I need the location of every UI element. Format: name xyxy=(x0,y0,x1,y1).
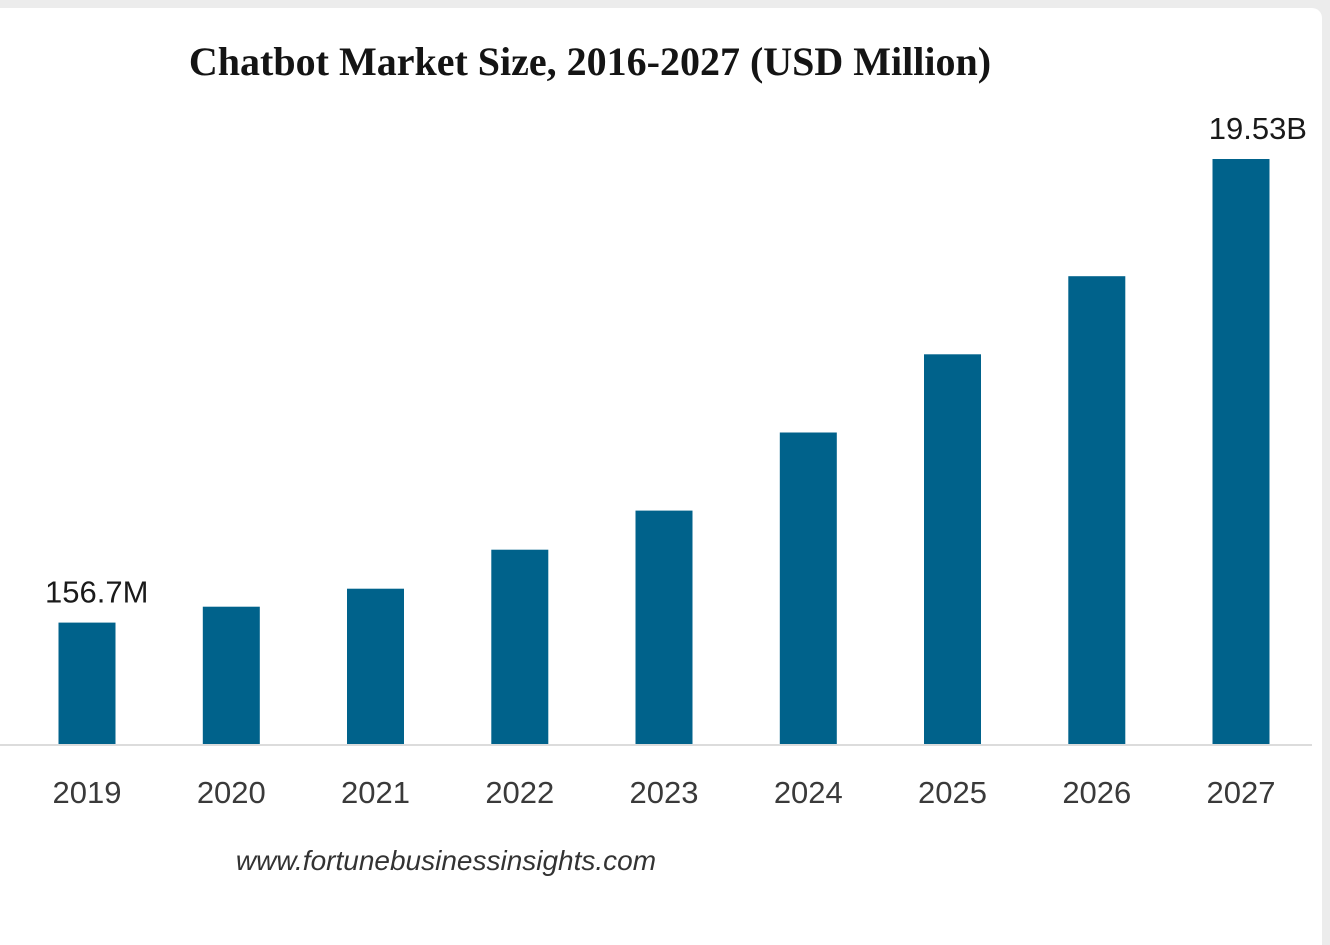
x-tick-label-2022: 2022 xyxy=(485,775,554,810)
bar-2025 xyxy=(924,354,981,745)
bar-2023 xyxy=(635,510,693,745)
x-tick-label-2024: 2024 xyxy=(774,775,843,810)
bar-2020 xyxy=(202,606,260,745)
x-tick-label-2021: 2021 xyxy=(341,775,410,810)
bar-2019 xyxy=(58,622,116,745)
bar-2021 xyxy=(347,588,404,745)
x-tick-label-2019: 2019 xyxy=(53,775,122,810)
chart-title: Chatbot Market Size, 2016-2027 (USD Mill… xyxy=(189,39,991,84)
x-tick-label-2023: 2023 xyxy=(630,775,699,810)
chart-card: Chatbot Market Size, 2016-2027 (USD Mill… xyxy=(0,8,1322,945)
x-tick-label-2027: 2027 xyxy=(1207,775,1276,810)
x-tick-label-2020: 2020 xyxy=(197,775,266,810)
chart: Chatbot Market Size, 2016-2027 (USD Mill… xyxy=(0,39,1312,876)
data-labels: 156.7M 19.53B xyxy=(45,111,1307,610)
source-url: www.fortunebusinessinsights.com xyxy=(236,845,656,876)
bar-group xyxy=(58,159,1270,745)
bar-2026 xyxy=(1068,276,1126,745)
bar-2024 xyxy=(779,432,837,745)
x-tick-label-2026: 2026 xyxy=(1062,775,1131,810)
bar-2027 xyxy=(1212,159,1270,745)
data-label-2019: 156.7M xyxy=(45,575,148,610)
x-tick-labels: 2019 2020 2021 2022 2023 2024 2025 2026 2027 xyxy=(53,775,1276,810)
data-label-2027: 19.53B xyxy=(1209,111,1307,146)
x-tick-label-2025: 2025 xyxy=(918,775,987,810)
bar-2022 xyxy=(491,549,549,745)
